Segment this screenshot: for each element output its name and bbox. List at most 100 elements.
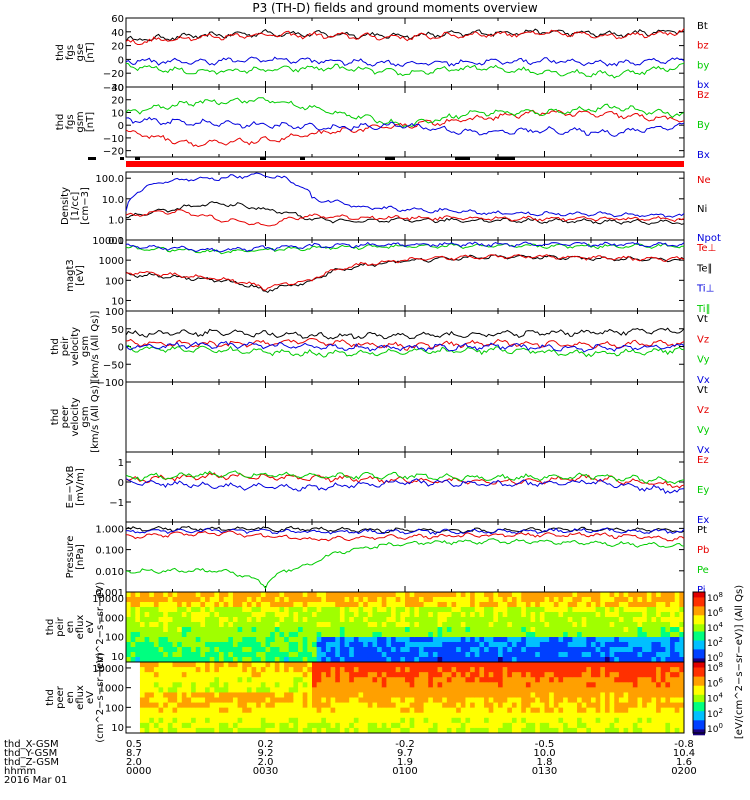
heatmap-cell [646,647,652,653]
heatmap-cell [442,697,448,704]
heatmap-cell [219,702,225,709]
heatmap-cell [423,707,429,714]
colorbar-swatch [693,682,705,685]
heatmap-cell [391,637,397,643]
heatmap-cell [498,727,504,734]
heatmap-cell [484,622,490,628]
heatmap-cell [167,647,173,653]
heatmap-cell [251,682,257,688]
heatmap-cell [665,637,671,643]
colorbar-swatch [693,604,705,607]
heatmap-cell [288,707,294,714]
colorbar-swatch [693,592,705,595]
heatmap-cell [270,682,276,688]
heatmap-cell [567,617,573,623]
heatmap-cell [153,592,160,598]
heatmap-cell [553,632,559,638]
heatmap-cell [446,687,452,693]
colorbar-swatch [693,602,705,606]
heatmap-cell [260,667,266,673]
heatmap-cell [395,727,401,734]
heatmap-cell [437,717,443,724]
series-line [126,201,685,226]
heatmap-cell [209,612,215,618]
heatmap-cell [139,632,146,638]
heatmap-cell [586,642,592,648]
heatmap-cell [460,607,466,613]
heatmap-cell [609,627,615,633]
heatmap-cell [660,607,666,613]
colorbar-tick-label: 102 [707,636,723,649]
heatmap-cell [530,687,536,693]
heatmap-cell [293,602,299,608]
heatmap-cell [474,597,480,603]
heatmap-cell [549,642,555,648]
heatmap-cell [460,722,466,729]
heatmap-cell [418,727,425,734]
heatmap-cell [325,592,332,598]
heatmap-cell [302,597,308,603]
heatmap-cell [177,677,183,683]
heatmap-cell [200,687,206,693]
heatmap-cell [591,697,597,704]
heatmap-cell [418,712,425,719]
heatmap-cell [535,702,541,709]
heatmap-cell [493,652,499,658]
heatmap-cell [172,707,178,714]
heatmap-cell [581,717,587,724]
heatmap-cell [428,592,434,598]
heatmap-cell [144,727,150,734]
heatmap-cell [418,717,425,724]
heatmap-cell [130,592,136,598]
heatmap-cell [293,597,299,603]
heatmap-cell [232,602,239,608]
heatmap-cell [223,717,229,724]
heatmap-cell [330,637,336,643]
heatmap-cell [395,702,401,709]
heatmap-cell [642,727,648,734]
heatmap-cell [507,667,513,673]
heatmap-cell [405,727,411,734]
heatmap-cell [581,602,587,608]
heatmap-cell [358,702,364,709]
heatmap-cell [530,617,536,623]
heatmap-cell [307,677,313,683]
heatmap-cell [400,617,406,623]
heatmap-cell [456,607,462,613]
heatmap-cell [237,627,243,633]
heatmap-cell [642,622,648,628]
colorbar-swatch [693,609,705,613]
heatmap-cell [367,727,373,734]
heatmap-cell [367,697,373,704]
heatmap-cell [516,687,522,693]
heatmap-cell [228,617,234,623]
heatmap-cell [163,682,169,688]
heatmap-cell [567,667,573,673]
heatmap-cell [535,662,541,668]
heatmap-cell [265,627,271,633]
heatmap-cell [279,647,285,653]
colorbar-swatch [693,716,705,719]
heatmap-cell [330,657,336,663]
heatmap-cell [339,712,346,719]
heatmap-cell [507,722,513,729]
heatmap-cell [232,662,239,668]
ytick-label: 0 [118,121,124,132]
heatmap-cell [623,657,629,663]
heatmap-cell [186,692,192,698]
heatmap-cell [679,597,685,603]
heatmap-cell [567,637,573,643]
heatmap-cell [386,722,392,729]
heatmap-cell [437,612,443,618]
heatmap-cell [274,627,280,633]
heatmap-cell [651,592,657,598]
heatmap-cell [651,607,657,613]
heatmap-cell [293,607,299,613]
heatmap-cell [418,657,425,663]
heatmap-cell [656,702,662,709]
heatmap-cell [172,682,178,688]
colorbar-swatch [693,617,705,620]
heatmap-cell [460,642,466,648]
heatmap-cell [604,647,611,653]
heatmap-cell [642,612,648,618]
